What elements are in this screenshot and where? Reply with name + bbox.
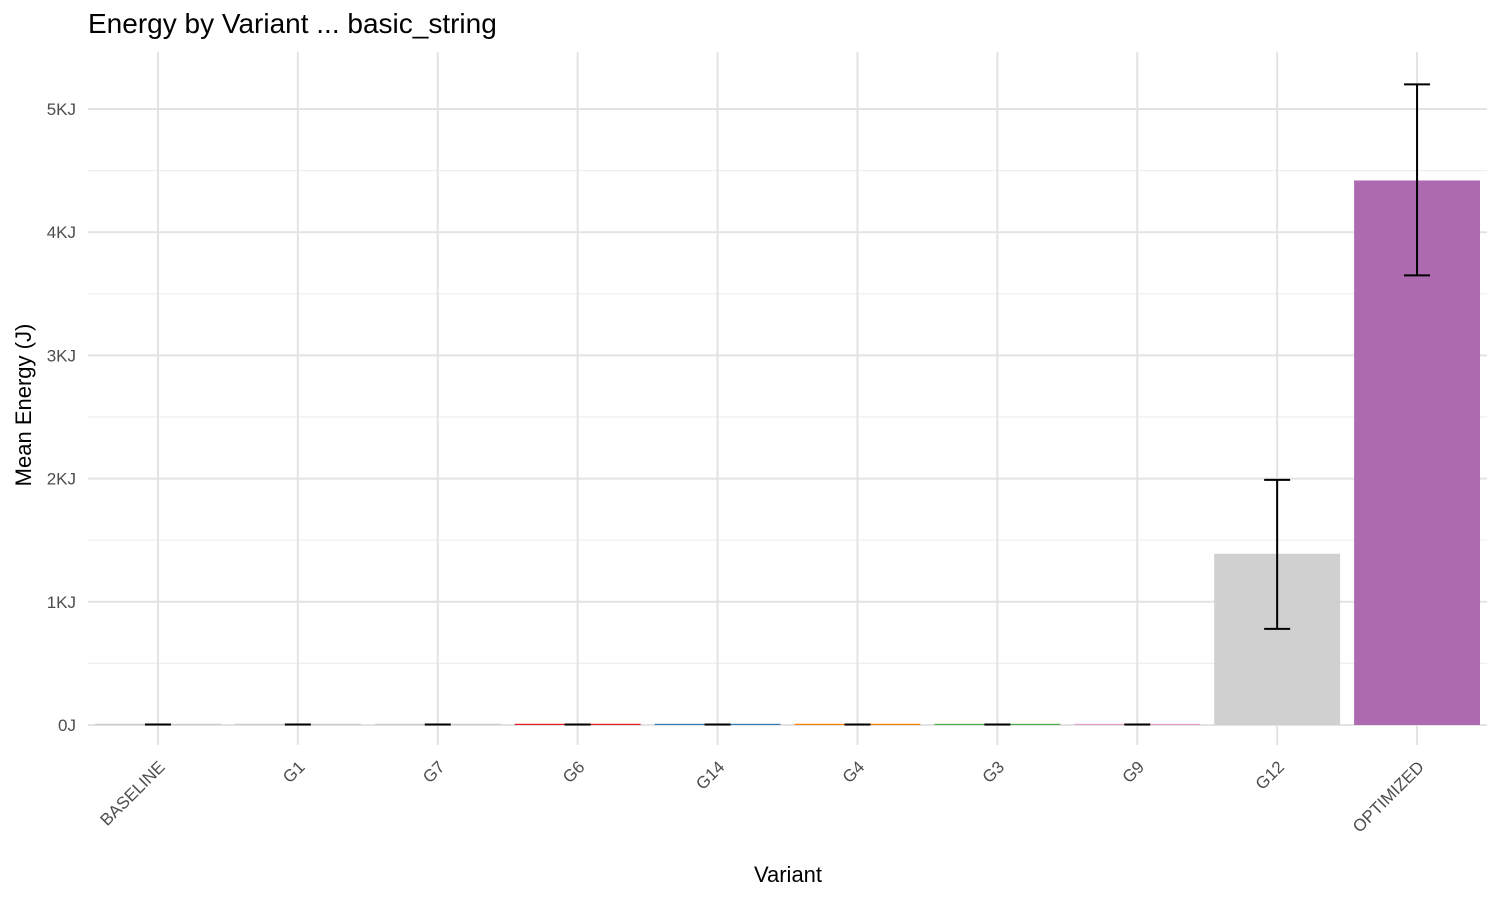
y-axis-ticks: 0J 1KJ 2KJ 3KJ 4KJ 5KJ xyxy=(47,100,76,735)
error-bars xyxy=(144,83,1431,726)
x-tick-label-g4: G4 xyxy=(839,757,868,786)
x-tick-label-g6: G6 xyxy=(559,757,588,786)
error-bar-optimized xyxy=(1404,83,1431,277)
y-tick-label: 3KJ xyxy=(47,346,76,365)
x-tick-label-g14: G14 xyxy=(692,757,728,793)
x-tick-label-g12: G12 xyxy=(1252,757,1288,793)
x-tick-label-g7: G7 xyxy=(419,757,448,786)
x-axis-ticks: BASELINE G1 G7 G6 G14 G4 G3 G9 G12 OPTIMIZED xyxy=(97,757,1428,836)
x-tick-label-g1: G1 xyxy=(279,757,308,786)
y-tick-label: 0J xyxy=(58,716,76,735)
x-axis-title: Variant xyxy=(754,862,822,887)
y-tick-label: 2KJ xyxy=(47,470,76,489)
x-tick-label-optimized: OPTIMIZED xyxy=(1349,757,1428,836)
chart-title: Energy by Variant ... basic_string xyxy=(88,8,497,39)
error-bar-g12 xyxy=(1264,478,1291,630)
x-tick-label-g3: G3 xyxy=(979,757,1008,786)
x-tick-label-baseline: BASELINE xyxy=(97,757,169,829)
y-tick-label: 1KJ xyxy=(47,593,76,612)
y-tick-label: 4KJ xyxy=(47,223,76,242)
bars xyxy=(94,180,1481,725)
x-tick-label-g9: G9 xyxy=(1119,757,1148,786)
y-axis-title: Mean Energy (J) xyxy=(11,324,36,487)
y-tick-label: 5KJ xyxy=(47,100,76,119)
